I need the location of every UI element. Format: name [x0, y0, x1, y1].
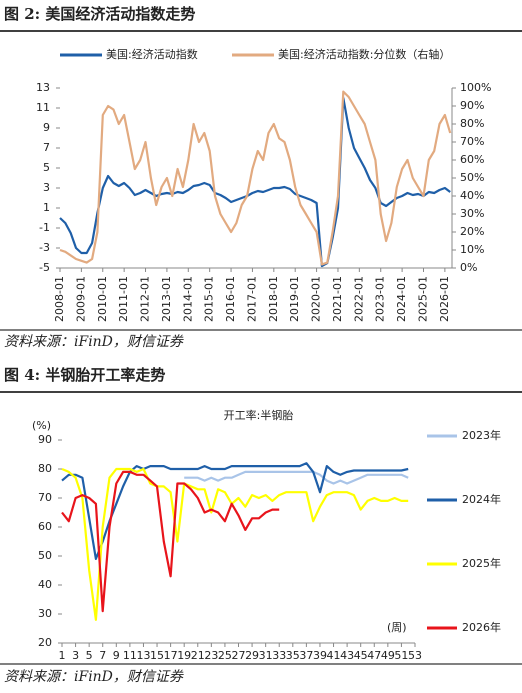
series-line	[61, 462, 409, 560]
y-tick-label: 90	[38, 433, 52, 446]
x-tick-label: 25	[218, 649, 232, 662]
x-tick-label: 41	[327, 649, 341, 662]
legend-label: 2026年	[462, 620, 501, 634]
y-tick-label: -1	[39, 221, 50, 234]
x-tick-label: 11	[123, 649, 137, 662]
x-tick-label: 7	[99, 649, 106, 662]
y-tick-label: 1	[43, 201, 50, 214]
x-tick-label: 2009-01	[74, 276, 87, 322]
y-axis-label: (%)	[32, 419, 51, 432]
x-tick-label: 17	[164, 649, 178, 662]
figure-source: 资料来源：iFinD，财信证券	[4, 669, 184, 685]
legend-label: 2025年	[462, 556, 501, 570]
y-tick-label: 20	[38, 636, 52, 649]
x-tick-label: 2016-01	[224, 276, 237, 322]
legend-label: 美国:经济活动指数	[106, 47, 198, 61]
x-tick-label: 15	[150, 649, 164, 662]
y2-tick-label: 50%	[460, 171, 484, 184]
x-tick-label: 2008-01	[53, 276, 66, 322]
y-tick-label: 13	[36, 81, 50, 94]
x-tick-label: 37	[299, 649, 313, 662]
y-tick-label: 70	[38, 491, 52, 504]
y2-tick-label: 30%	[460, 207, 484, 220]
x-tick-label: 53	[408, 649, 422, 662]
x-tick-label: 2013-01	[160, 276, 173, 322]
x-tick-label: 2010-01	[96, 276, 109, 322]
y-tick-label: -5	[39, 261, 50, 274]
x-tick-label: 51	[394, 649, 408, 662]
figure-caption: 图 4: 半钢胎开工率走势	[4, 366, 165, 384]
y2-tick-label: 100%	[460, 81, 491, 94]
x-tick-label: 49	[381, 649, 395, 662]
x-tick-label: 1	[59, 649, 66, 662]
y2-tick-label: 40%	[460, 189, 484, 202]
x-tick-label: 21	[191, 649, 205, 662]
x-tick-label: 3	[72, 649, 79, 662]
y2-tick-label: 0%	[460, 261, 477, 274]
figure-source: 资料来源：iFinD，财信证券	[4, 334, 184, 350]
series-line	[59, 90, 452, 266]
x-tick-label: 2011-01	[117, 276, 130, 322]
x-tick-label: 29	[245, 649, 259, 662]
x-tick-label: 23	[204, 649, 218, 662]
x-tick-label: 2024-01	[395, 276, 408, 322]
x-tick-label: 2014-01	[181, 276, 194, 322]
y-tick-label: -3	[39, 241, 50, 254]
y-tick-label: 11	[36, 101, 50, 114]
x-tick-label: 2023-01	[374, 276, 387, 322]
y-tick-label: 9	[43, 121, 50, 134]
x-tick-label: 2026-01	[438, 276, 451, 322]
series-line	[184, 470, 409, 485]
x-tick-label: 35	[286, 649, 300, 662]
y-tick-label: 60	[38, 520, 52, 533]
x-tick-label: 2018-01	[267, 276, 280, 322]
y2-tick-label: 10%	[460, 243, 484, 256]
x-tick-label: 2021-01	[331, 276, 344, 322]
x-tick-label: 2012-01	[139, 276, 152, 322]
y-tick-label: 50	[38, 549, 52, 562]
series-line	[59, 96, 451, 268]
x-tick-label: 2025-01	[416, 276, 429, 322]
x-tick-label: 13	[136, 649, 150, 662]
x-axis-label: (周)	[387, 621, 407, 634]
y2-tick-label: 70%	[460, 135, 484, 148]
y-tick-label: 5	[43, 161, 50, 174]
x-tick-label: 33	[272, 649, 286, 662]
x-tick-label: 5	[86, 649, 93, 662]
x-tick-label: 2020-01	[310, 276, 323, 322]
series-line	[61, 470, 280, 613]
y2-tick-label: 60%	[460, 153, 484, 166]
x-tick-label: 45	[354, 649, 368, 662]
y-tick-label: 40	[38, 578, 52, 591]
y2-tick-label: 90%	[460, 99, 484, 112]
x-tick-label: 43	[340, 649, 354, 662]
figure-caption: 图 2: 美国经济活动指数走势	[4, 5, 195, 23]
y-tick-label: 7	[43, 141, 50, 154]
chart-title: 开工率:半钢胎	[224, 408, 294, 422]
legend-label: 2023年	[462, 428, 501, 442]
x-tick-label: 2019-01	[288, 276, 301, 322]
x-tick-label: 27	[232, 649, 246, 662]
y2-tick-label: 20%	[460, 225, 484, 238]
x-tick-label: 2015-01	[203, 276, 216, 322]
legend-label: 美国:经济活动指数:分位数（右轴）	[278, 47, 450, 61]
y-tick-label: 80	[38, 462, 52, 475]
y-tick-label: 3	[43, 181, 50, 194]
x-tick-label: 2017-01	[245, 276, 258, 322]
y-tick-label: 30	[38, 607, 52, 620]
x-tick-label: 2022-01	[352, 276, 365, 322]
x-tick-label: 39	[313, 649, 327, 662]
series-line	[61, 467, 409, 621]
y2-tick-label: 80%	[460, 117, 484, 130]
x-tick-label: 47	[367, 649, 381, 662]
legend-label: 2024年	[462, 492, 501, 506]
x-tick-label: 31	[259, 649, 273, 662]
x-tick-label: 19	[177, 649, 191, 662]
x-tick-label: 9	[113, 649, 120, 662]
